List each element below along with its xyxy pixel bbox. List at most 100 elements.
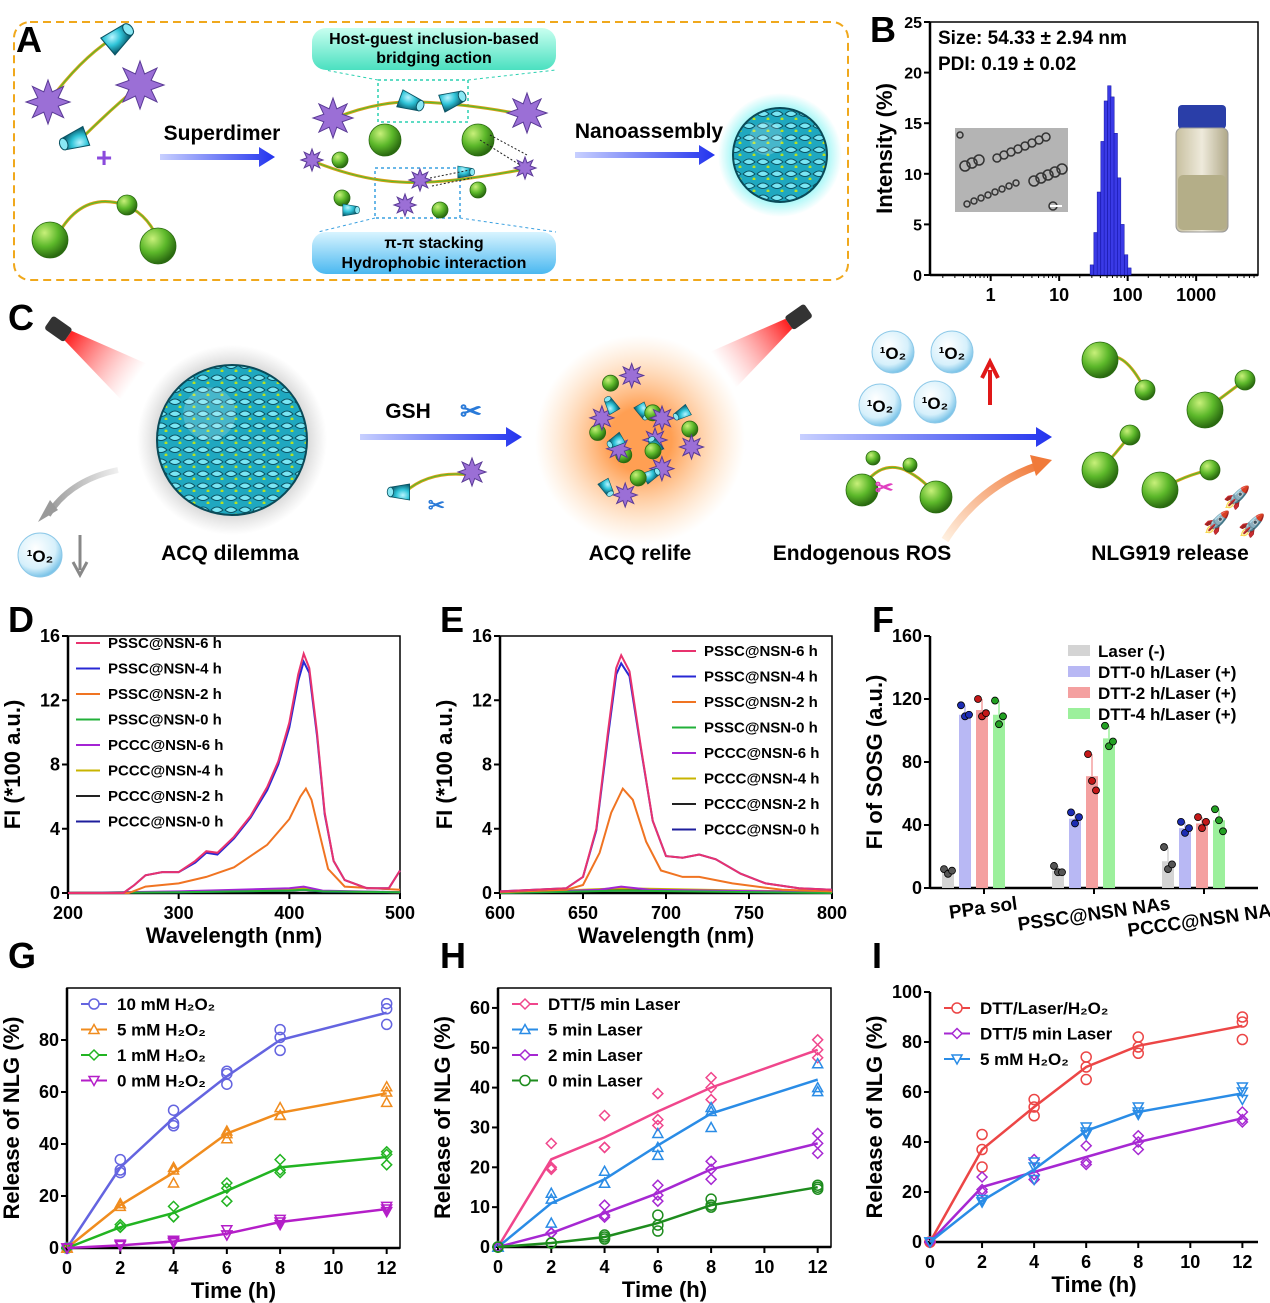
acq-relife-label: ACQ relife	[589, 542, 692, 565]
data-point	[598, 1176, 611, 1188]
legend-label: 0 min Laser	[548, 1072, 643, 1091]
y-tick-label: 40	[902, 1132, 922, 1152]
data-point	[1132, 1047, 1145, 1059]
linker-inner	[314, 161, 521, 184]
porphyrin-star-icon	[299, 147, 325, 173]
laser-beam	[710, 318, 793, 388]
guest-ball-icon	[116, 194, 138, 216]
data-point	[492, 1241, 504, 1253]
replicate-dot	[1168, 860, 1176, 869]
x-tick-label: 12	[1232, 1252, 1252, 1272]
singlet-oxygen-label: ¹O₂	[880, 344, 906, 363]
legend-label: PCCC@NSN-0 h	[704, 822, 819, 839]
data-point	[274, 1163, 287, 1177]
laser-head	[45, 316, 72, 342]
data-point	[114, 1199, 127, 1212]
data-point	[220, 1230, 234, 1242]
data-point	[1028, 1110, 1040, 1122]
panel-letters: A B C D E F G H I	[8, 9, 896, 976]
bubble-icon	[930, 330, 974, 374]
data-point	[274, 1023, 286, 1036]
x-tick-label: 1	[986, 285, 996, 305]
panel-letter-g: G	[8, 935, 36, 976]
x-tick-label: 300	[164, 903, 194, 923]
porphyrin-star-icon	[512, 155, 538, 181]
cyclodextrin-icon	[99, 23, 135, 56]
data-point	[273, 1217, 287, 1229]
data-point	[1132, 1135, 1145, 1149]
legend-marker	[950, 1054, 964, 1066]
x-axis-label: Wavelength (nm)	[146, 923, 322, 948]
y-axis-label: Release of NLG (%)	[862, 1016, 887, 1219]
singlet-oxygen-label: ¹O₂	[867, 397, 893, 416]
series-line	[928, 1024, 1243, 1243]
legend-marker	[518, 1048, 532, 1062]
x-tick-label: 400	[274, 903, 304, 923]
legend-marker	[518, 997, 532, 1011]
arrow-down-icon	[71, 535, 89, 579]
guest-ball-icon	[865, 450, 881, 466]
data-point	[1132, 1031, 1145, 1043]
data-point	[1132, 1143, 1145, 1156]
legend-label: PSSC@NSN-6 h	[704, 643, 818, 660]
legend-label: DTT/5 min Laser	[980, 1025, 1113, 1044]
histogram-bar	[1124, 254, 1129, 276]
schematics: + Superdimer Host-guest inclusion-based bri…	[13, 21, 1265, 579]
legend-label: 5 mM H₂O₂	[117, 1021, 206, 1040]
y-tick-label: 0	[913, 268, 922, 285]
tem-particle	[1028, 175, 1040, 187]
stacking-pill	[312, 232, 556, 274]
scissors-icon: ✂	[460, 396, 482, 426]
y-tick-label: 12	[40, 690, 60, 710]
vial-liquid	[1178, 175, 1226, 230]
legend-label: 5 mM H₂O₂	[980, 1050, 1069, 1069]
data-point	[976, 1170, 989, 1184]
legend-label: Laser (-)	[1098, 642, 1165, 661]
chart-g: 0 20 40 60 80 0 2 4 6 8 10 12 Release of NLG (%) Time…	[0, 987, 401, 1303]
replicate-dot	[1075, 813, 1083, 822]
data-point	[1080, 1139, 1093, 1152]
legend-marker	[87, 1048, 101, 1062]
bar	[959, 714, 971, 888]
tem-particle	[1056, 163, 1068, 175]
y-tick-label: 16	[472, 626, 492, 646]
spectrum-line	[67, 888, 401, 894]
tem-particle	[1049, 166, 1061, 178]
panel-b-insets	[955, 105, 1229, 233]
replicate-dot	[1177, 817, 1185, 826]
superdimer-label: Superdimer	[164, 122, 281, 145]
x-tick-label: 10	[1180, 1252, 1200, 1272]
data-point	[598, 1211, 611, 1224]
linker	[404, 472, 471, 494]
bar	[993, 714, 1005, 888]
y-tick-label: 12	[472, 690, 492, 710]
x-tick-label: 2	[115, 1258, 125, 1278]
data-point	[705, 1081, 718, 1094]
data-point	[651, 1140, 665, 1153]
y-tick-label: 4	[50, 819, 60, 839]
legend-label: PCCC@NSN-2 h	[108, 788, 223, 805]
tem-particle	[991, 188, 999, 196]
guest-ball-icon	[31, 221, 69, 259]
data-point	[220, 1127, 234, 1139]
data-point	[923, 1237, 937, 1249]
x-tick-label: 8	[275, 1258, 285, 1278]
singlet-oxygen-label: ¹O₂	[939, 344, 965, 363]
data-point	[1236, 1033, 1249, 1046]
data-point	[705, 1163, 718, 1176]
series-line	[929, 1092, 1243, 1243]
replicate-dot	[1185, 824, 1193, 833]
panel-letter-h: H	[440, 935, 466, 976]
y-tick-label: 25	[904, 15, 922, 32]
bubble-icon	[913, 380, 957, 424]
data-point	[976, 1143, 988, 1156]
cyclodextrin-icon	[606, 431, 626, 449]
guest-ball-icon	[461, 123, 495, 157]
data-point	[651, 1087, 664, 1100]
y-tick-label: 100	[892, 982, 922, 1002]
guest-ball-icon	[1119, 424, 1141, 446]
guest-ball-icon	[629, 469, 647, 487]
series-line	[497, 1185, 818, 1249]
guest-ball-icon	[1199, 459, 1221, 481]
tem-particle	[984, 191, 992, 199]
